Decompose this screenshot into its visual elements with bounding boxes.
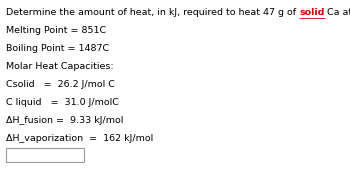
Text: C liquid   =  31.0 J/molC: C liquid = 31.0 J/molC — [6, 98, 119, 107]
Text: solid: solid — [299, 8, 324, 17]
Text: Boiling Point = 1487C: Boiling Point = 1487C — [6, 44, 109, 53]
Text: Melting Point = 851C: Melting Point = 851C — [6, 26, 106, 35]
Text: Ca at 353 C to 851C: Ca at 353 C to 851C — [324, 8, 350, 17]
Text: Csolid   =  26.2 J/mol C: Csolid = 26.2 J/mol C — [6, 80, 115, 89]
Text: ΔH_vaporization  =  162 kJ/mol: ΔH_vaporization = 162 kJ/mol — [6, 134, 153, 143]
Text: Determine the amount of heat, in kJ, required to heat 47 g of: Determine the amount of heat, in kJ, req… — [6, 8, 299, 17]
Text: ΔH_fusion =  9.33 kJ/mol: ΔH_fusion = 9.33 kJ/mol — [6, 116, 123, 125]
Bar — [6, 148, 84, 162]
Text: Molar Heat Capacities:: Molar Heat Capacities: — [6, 62, 114, 71]
